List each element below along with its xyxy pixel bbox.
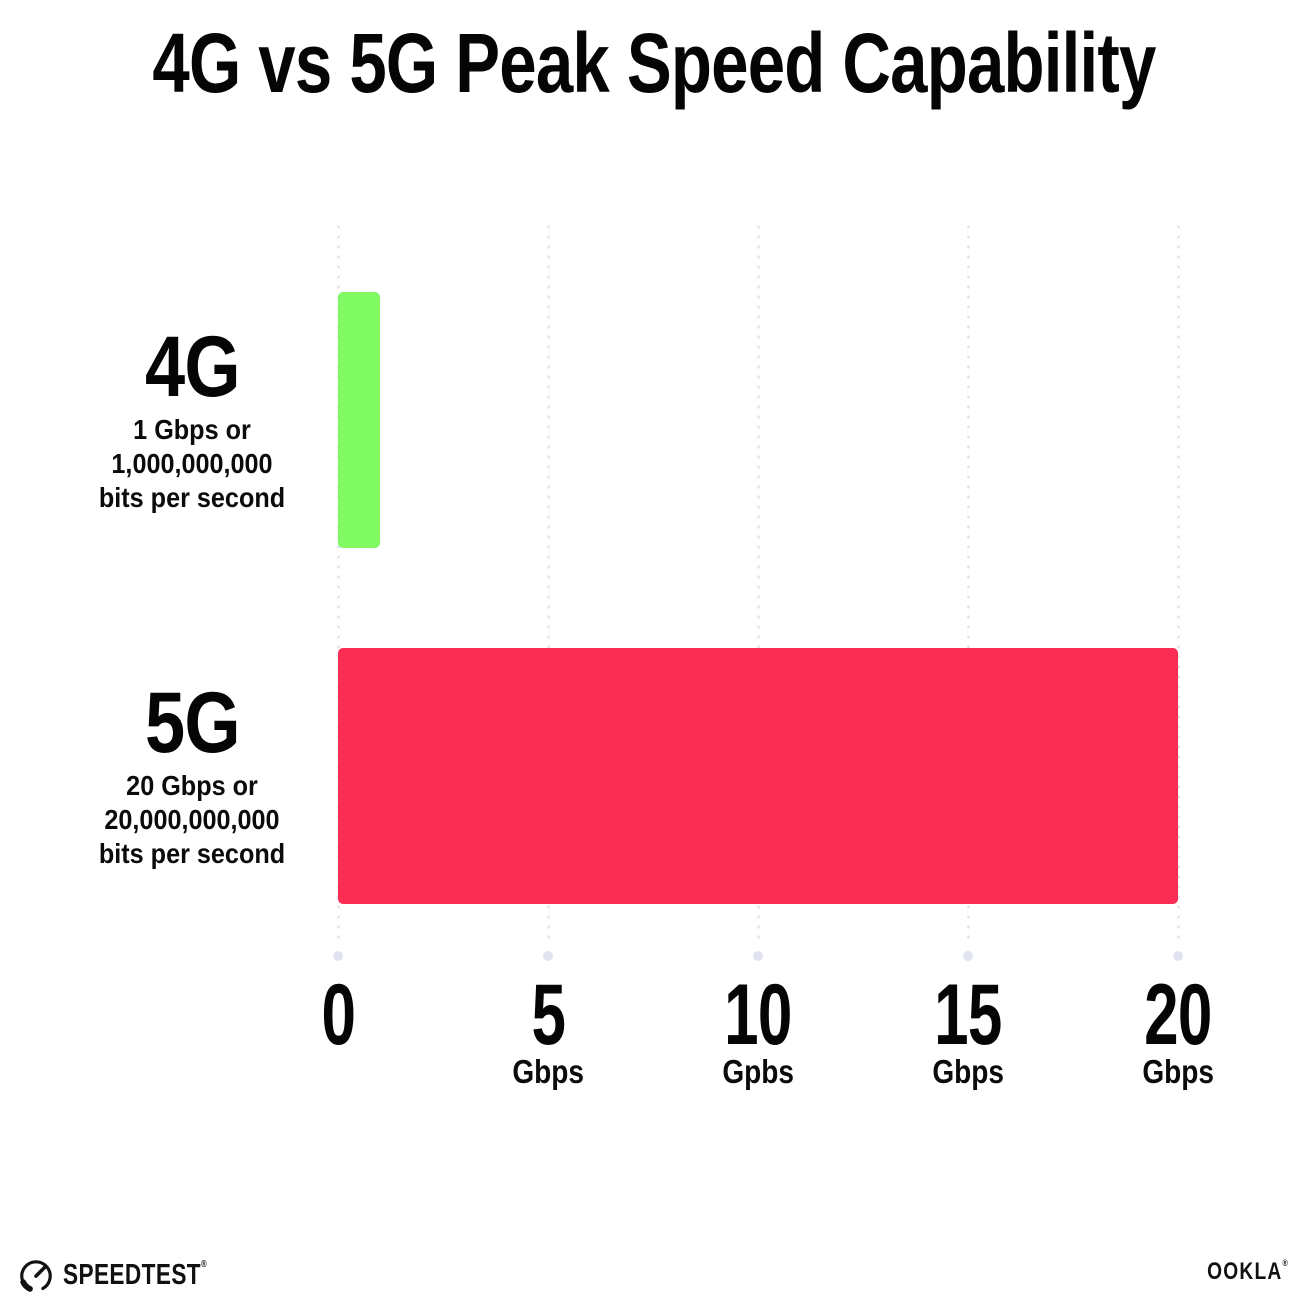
x-tick-unit: Gbps [512,1053,584,1090]
row-category-5g: 5G [144,675,241,771]
x-tick-unit: Gbps [1142,1053,1214,1090]
x-tick-0: 0 [218,967,458,1063]
x-tick-value: 15 [934,967,1002,1063]
ookla-wordmark-text: OOKLA [1207,1258,1283,1285]
gridline-end-dot-10 [753,951,763,961]
gridline-end-dot-5 [543,951,553,961]
row-description-5g: 20 Gbps or 20,000,000,000 bits per second [48,769,336,871]
x-tick-value: 0 [321,967,355,1063]
gridline-10 [756,222,760,945]
row-description-line: 20 Gbps or [126,770,258,801]
gridline-end-dot-20 [1173,951,1183,961]
gridline-end-dot-0 [333,951,343,961]
gridline-end-dot-15 [963,951,973,961]
x-tick-unit: Gbps [932,1053,1004,1090]
bar-4g [338,292,380,548]
row-label-4g: 4G 1 Gbps or 1,000,000,000 bits per second [32,323,352,515]
x-tick-value: 10 [724,967,792,1063]
x-tick-unit: Gpbs [722,1053,794,1090]
gridline-5 [546,222,550,945]
speedtest-logo: SPEEDTEST® [16,1254,247,1296]
ookla-registered-mark: ® [1282,1258,1288,1268]
x-tick-20: 20 Gbps [1058,967,1298,1090]
speedtest-wordmark: SPEEDTEST® [63,1259,247,1292]
row-description-line: bits per second [98,838,286,869]
bar-5g [338,648,1178,904]
ookla-logo: OOKLA® [1187,1258,1288,1286]
gridline-20 [1176,222,1180,945]
x-tick-10: 10 Gpbs [638,967,878,1090]
row-description-line: 1,000,000,000 [111,448,273,479]
row-description-line: 1 Gbps or [133,414,251,445]
chart-title: 4G vs 5G Peak Speed Capability [0,18,1308,108]
gridline-0 [336,222,340,945]
speedtest-registered-mark: ® [201,1258,207,1270]
chart-title-text: 4G vs 5G Peak Speed Capability [152,16,1156,110]
x-tick-value: 5 [531,967,565,1063]
gridline-15 [966,222,970,945]
row-description-line: 20,000,000,000 [104,804,280,835]
speedtest-wordmark-text: SPEEDTEST [63,1258,202,1291]
row-label-5g: 5G 20 Gbps or 20,000,000,000 bits per secon… [32,679,352,871]
row-category-4g: 4G [144,319,241,415]
x-tick-15: 15 Gbps [848,967,1088,1090]
row-description-4g: 1 Gbps or 1,000,000,000 bits per second [48,413,336,515]
x-tick-5: 5 Gbps [428,967,668,1090]
x-tick-value: 20 [1144,967,1212,1063]
row-description-line: bits per second [98,482,286,513]
speedometer-icon [20,1260,52,1292]
